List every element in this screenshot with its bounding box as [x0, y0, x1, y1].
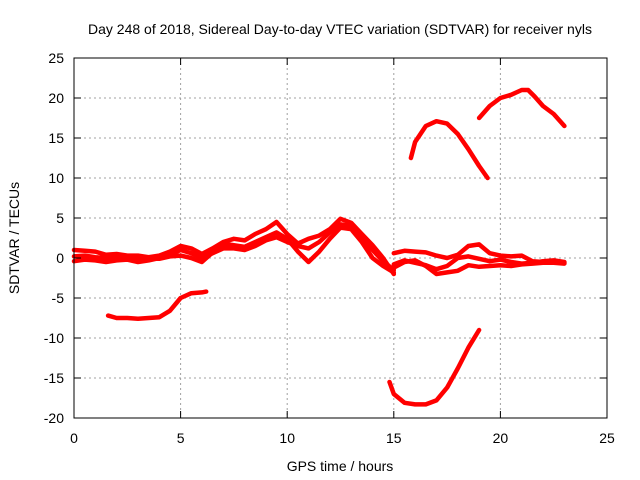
- x-tick-label: 5: [177, 430, 185, 446]
- x-tick-label: 10: [279, 430, 295, 446]
- axis-ticks: 0 5 10 15 20 25 -20 -15 -10 -5 0 5 10 15 20 25: [44, 50, 615, 446]
- series-line-arc-lower: [387, 327, 482, 407]
- data-series: [71, 87, 567, 407]
- y-tick-label: 10: [48, 170, 64, 186]
- series-line-near-zero-3: [71, 222, 397, 273]
- y-tick-label: -5: [52, 290, 65, 306]
- series-line-arc-top: [476, 87, 567, 129]
- chart-title: Day 248 of 2018, Sidereal Day-to-day VTE…: [88, 21, 592, 37]
- x-tick-label: 20: [493, 430, 509, 446]
- grid-lines: [74, 58, 607, 418]
- y-tick-label: -20: [44, 410, 64, 426]
- series-line-near-zero-2: [71, 225, 397, 275]
- x-axis-label: GPS time / hours: [287, 458, 394, 474]
- x-tick-label: 25: [599, 430, 615, 446]
- series-line-offset-negative: [105, 289, 209, 322]
- plot-frame: [73, 57, 608, 419]
- y-tick-label: -15: [44, 370, 64, 386]
- x-tick-label: 0: [70, 430, 78, 446]
- y-tick-label: 25: [48, 50, 64, 66]
- y-axis-label: SDTVAR / TECUs: [6, 182, 22, 294]
- series-line-arc-upper: [408, 118, 490, 181]
- y-tick-label: 0: [56, 250, 64, 266]
- y-tick-label: -10: [44, 330, 64, 346]
- y-tick-label: 5: [56, 210, 64, 226]
- series-line-late-3: [391, 258, 567, 277]
- y-tick-label: 15: [48, 130, 64, 146]
- x-tick-label: 15: [386, 430, 402, 446]
- y-tick-label: 20: [48, 90, 64, 106]
